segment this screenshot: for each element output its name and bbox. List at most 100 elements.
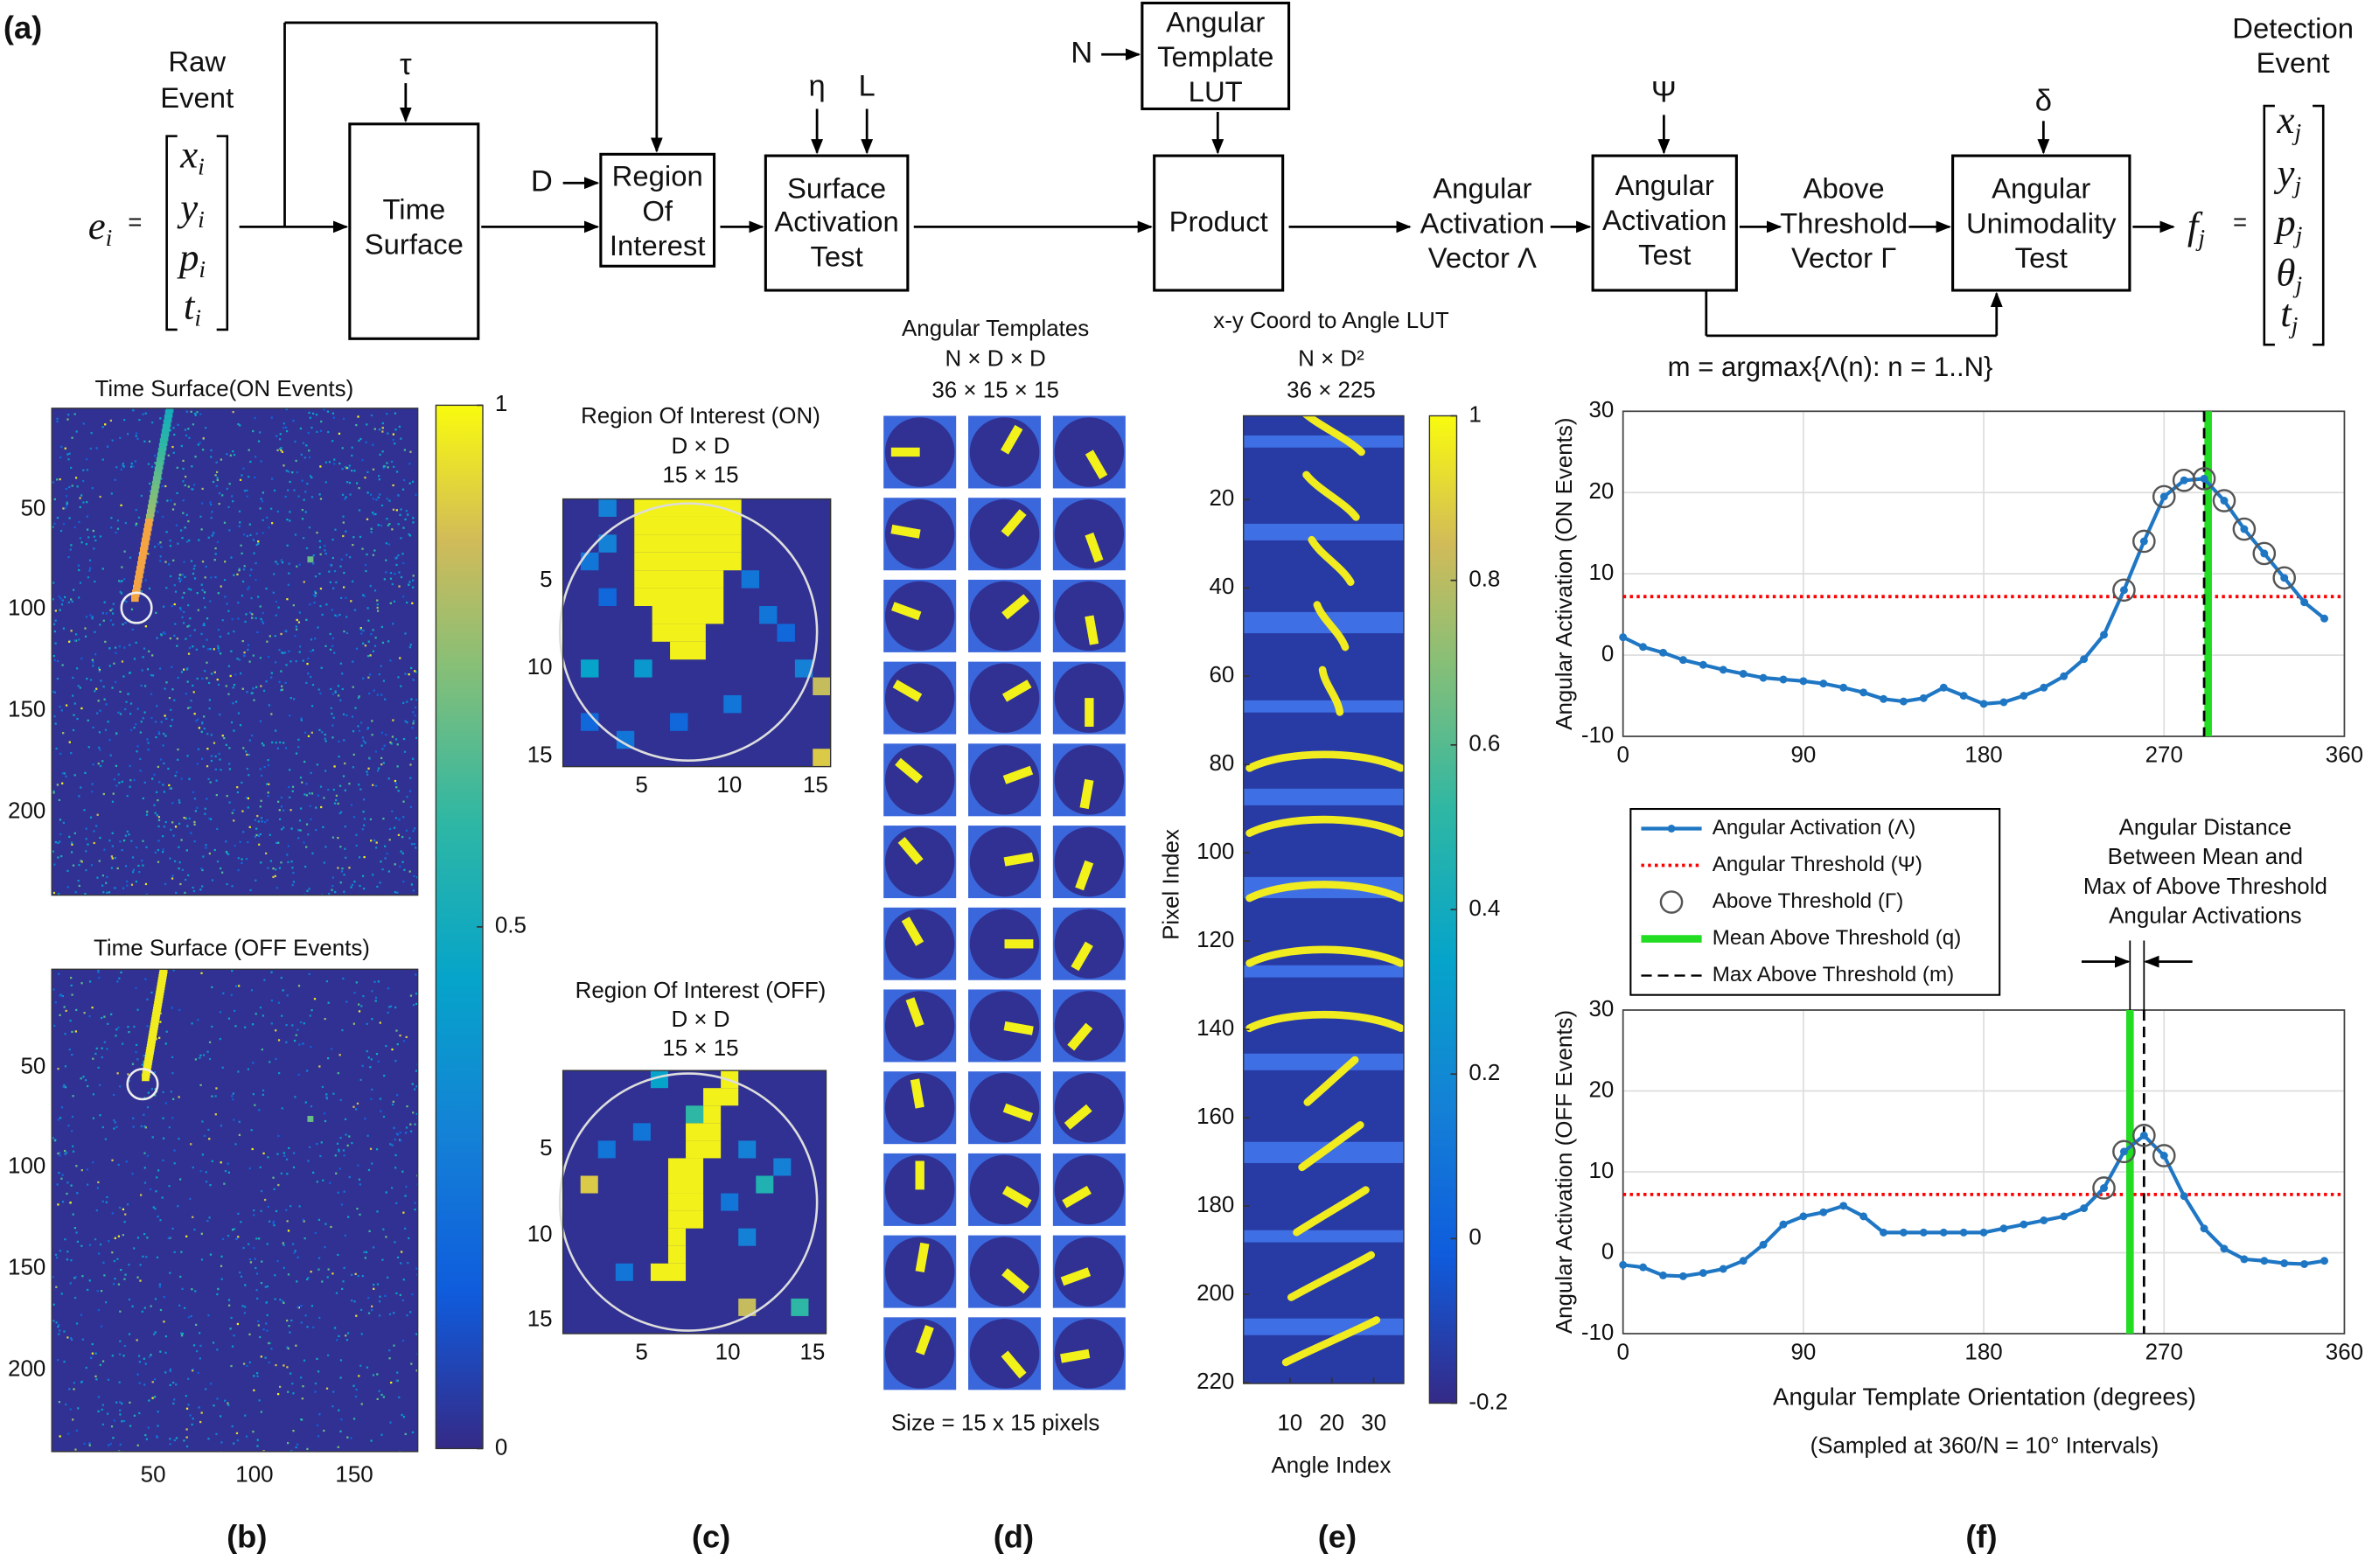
noise-pixel: [62, 627, 66, 630]
noise-pixel: [200, 528, 203, 531]
noise-pixel: [312, 1326, 315, 1329]
noise-pixel: [339, 1136, 342, 1139]
noise-pixel: [318, 1413, 321, 1416]
noise-pixel: [342, 586, 345, 589]
noise-pixel: [359, 437, 362, 441]
noise-pixel: [70, 984, 73, 987]
data-point: [2280, 1259, 2289, 1268]
data-point: [1880, 694, 1888, 703]
noise-pixel: [266, 1329, 269, 1332]
noise-pixel: [176, 491, 178, 495]
noise-pixel: [197, 609, 199, 611]
noise-pixel: [135, 880, 138, 883]
event-streak: [136, 566, 144, 574]
noise-pixel: [160, 758, 163, 761]
noise-pixel: [185, 434, 188, 437]
noise-pixel: [62, 522, 66, 526]
noise-pixel: [129, 556, 132, 559]
noise-pixel: [294, 1250, 296, 1252]
roi-pixel: [634, 570, 724, 589]
noise-pixel: [410, 666, 413, 670]
noise-pixel: [339, 811, 343, 813]
noise-pixel: [157, 511, 159, 513]
noise-pixel: [362, 629, 365, 632]
noise-pixel: [166, 499, 169, 502]
noise-pixel: [246, 767, 248, 770]
noise-pixel: [218, 752, 220, 756]
noise-pixel: [192, 684, 194, 687]
template-ray: [1085, 449, 1108, 480]
noise-pixel: [89, 567, 92, 569]
noise-pixel: [201, 885, 204, 888]
noise-pixel: [388, 1006, 391, 1008]
noise-pixel: [314, 595, 317, 597]
noise-pixel: [81, 1338, 84, 1341]
noise-pixel: [306, 1447, 309, 1451]
noise-pixel: [183, 668, 185, 671]
noise-pixel: [402, 1416, 405, 1418]
noise-pixel: [262, 1014, 264, 1017]
data-point: [1919, 1228, 1928, 1237]
noise-pixel: [253, 1214, 255, 1216]
noise-pixel: [122, 840, 126, 842]
axes-frame: [1622, 1009, 2346, 1335]
noise-pixel: [194, 412, 197, 415]
noise-pixel: [358, 439, 360, 443]
noise-pixel: [248, 523, 251, 526]
noise-pixel: [376, 1283, 380, 1286]
noise-pixel: [365, 1251, 368, 1254]
noise-pixel: [178, 801, 181, 804]
noise-pixel: [338, 432, 341, 436]
component: t: [184, 284, 196, 328]
noise-pixel: [360, 632, 363, 635]
noise-pixel: [261, 500, 264, 503]
noise-pixel: [403, 449, 407, 451]
noise-pixel: [280, 1172, 283, 1174]
component: p: [177, 235, 199, 279]
noise-pixel: [144, 1434, 147, 1437]
noise-pixel: [158, 1286, 161, 1288]
noise-pixel: [270, 713, 273, 715]
noise-pixel: [346, 1436, 349, 1439]
noise-pixel: [255, 456, 257, 458]
noise-pixel: [182, 499, 185, 502]
roi-pixel: [777, 624, 795, 642]
noise-pixel: [286, 1346, 289, 1348]
noise-pixel: [132, 1117, 135, 1119]
noise-pixel: [261, 1048, 263, 1051]
noise-pixel: [368, 1230, 371, 1233]
noise-pixel: [258, 1237, 261, 1240]
noise-pixel: [207, 536, 210, 539]
noise-pixel: [238, 568, 241, 570]
noise-pixel: [119, 1443, 122, 1446]
noise-pixel: [147, 742, 150, 744]
noise-pixel: [240, 1221, 242, 1223]
component: y: [2274, 151, 2295, 195]
noise-pixel: [243, 1026, 247, 1028]
panel-title: D × D: [671, 1007, 729, 1032]
noise-pixel: [372, 498, 374, 500]
data-point: [1779, 675, 1788, 684]
noise-pixel: [261, 820, 263, 823]
noise-pixel: [381, 641, 385, 645]
noise-pixel: [362, 798, 366, 801]
noise-pixel: [71, 843, 73, 846]
noise-pixel: [57, 1068, 59, 1070]
noise-pixel: [147, 553, 150, 555]
noise-pixel: [110, 1013, 113, 1015]
y-tick-label: 0: [1601, 642, 1614, 666]
noise-pixel: [200, 868, 203, 870]
noise-pixel: [219, 1011, 222, 1014]
box-label: LUT: [1189, 75, 1243, 108]
noise-pixel: [153, 1378, 157, 1381]
noise-pixel: [242, 654, 245, 657]
noise-pixel: [54, 1253, 58, 1256]
noise-pixel: [157, 732, 161, 735]
noise-pixel: [185, 513, 188, 516]
noise-pixel: [340, 870, 344, 873]
noise-pixel: [248, 753, 250, 756]
noise-pixel: [388, 839, 391, 841]
annotation: Angular Distance: [2119, 815, 2292, 840]
noise-pixel: [52, 654, 56, 658]
noise-pixel: [207, 1438, 210, 1440]
